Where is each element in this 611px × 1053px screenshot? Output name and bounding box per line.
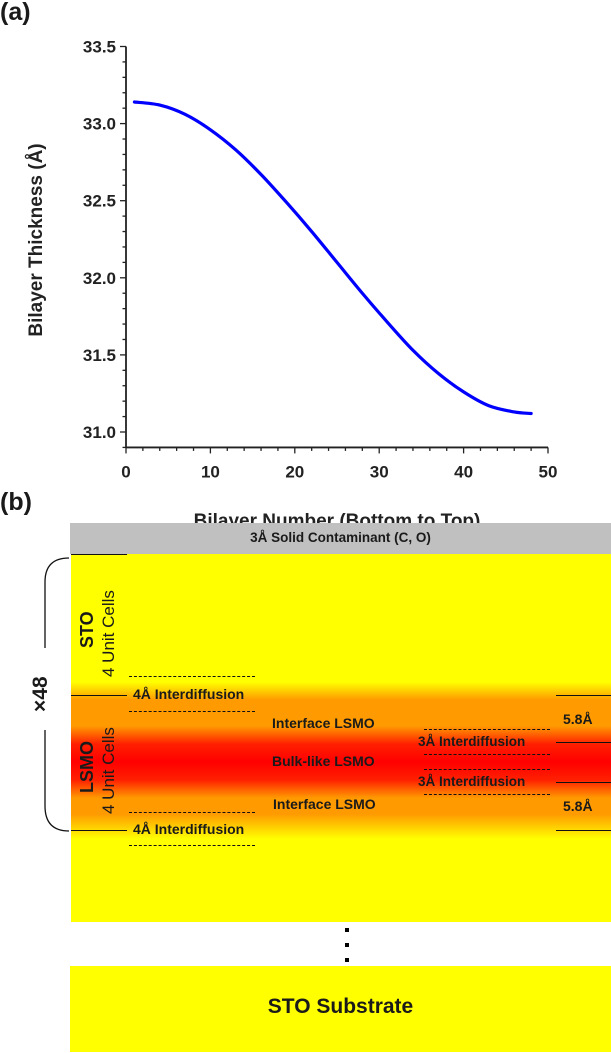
- dashed-line: [129, 812, 255, 813]
- boundary-line: [71, 830, 127, 831]
- dashed-line: [424, 794, 550, 795]
- inner-interdiffusion-top-label: 3Å Interdiffusion: [418, 734, 526, 749]
- series-line-bilayer-thickness: [132, 100, 533, 416]
- x-tick-label: 40: [454, 462, 473, 481]
- thickness-top-label: 5.8Å: [563, 711, 593, 727]
- panel-b-label: (b): [0, 488, 32, 516]
- interdiffusion-top-label: 4Å Interdiffusion: [133, 686, 245, 702]
- dashed-line: [129, 676, 255, 677]
- substrate-label: STO Substrate: [267, 995, 414, 1018]
- contaminant-layer: [70, 523, 611, 554]
- y-tick-label: 32.5: [83, 192, 116, 211]
- interface-lsmo-bottom-label: Interface LSMO: [273, 796, 376, 812]
- boundary-line: [71, 695, 127, 696]
- y-tick-label: 31.5: [83, 346, 116, 365]
- chart-axes: [120, 45, 549, 454]
- lsmo-layer-label: LSMO: [77, 741, 97, 793]
- repeat-count: ×48: [29, 676, 52, 712]
- inner-interdiffusion-bottom-label: 3Å Interdiffusion: [418, 774, 526, 789]
- dashed-line: [129, 711, 255, 712]
- y-tick-label: 33.0: [83, 115, 116, 134]
- y-tick-label: 32.0: [83, 269, 116, 288]
- interdiffusion-bottom-label: 4Å Interdiffusion: [133, 821, 245, 837]
- x-tick-label: 30: [370, 462, 389, 481]
- dashed-line: [424, 754, 550, 755]
- lsmo-unit-cells-label: 4 Unit Cells: [99, 727, 118, 814]
- dashed-line: [424, 769, 550, 770]
- y-axis-label: Bilayer Thickness (Å): [26, 143, 47, 336]
- x-tick-label: 20: [285, 462, 304, 481]
- sto-unit-cells-label: 4 Unit Cells: [99, 590, 118, 677]
- interface-lsmo-top-label: Interface LSMO: [272, 715, 375, 731]
- bilayer-stack: [71, 554, 611, 922]
- ellipsis-icon: [345, 928, 349, 962]
- sto-layer-label: STO: [77, 611, 97, 648]
- bulk-lsmo-label: Bulk-like LSMO: [272, 753, 375, 769]
- dashed-line: [129, 845, 255, 846]
- boundary-line: [556, 695, 611, 696]
- sto-substrate: [70, 966, 611, 1052]
- dashed-line: [424, 729, 550, 730]
- y-tick-label: 31.0: [83, 423, 116, 442]
- thickness-bottom-label: 5.8Å: [563, 798, 593, 814]
- repeat-bracket: [44, 557, 70, 832]
- boundary-line: [556, 742, 611, 743]
- boundary-line: [556, 830, 611, 831]
- x-tick-label: 0: [121, 462, 130, 481]
- contaminant-label: 3Å Solid Contaminant (C, O): [250, 530, 431, 545]
- panel-a-label: (a): [0, 0, 31, 26]
- tick-labels: 31.0 31.5 32.0 32.5 33.0 33.5 0 10 20 30 40 50: [83, 38, 558, 482]
- x-tick-label: 50: [539, 462, 558, 481]
- thickness-chart: 31.0 31.5 32.0 32.5 33.0 33.5 0 10 20 30 40 50 Bila…: [26, 38, 558, 533]
- boundary-line: [71, 554, 127, 555]
- x-tick-label: 10: [201, 462, 220, 481]
- boundary-line: [556, 782, 611, 783]
- y-tick-label: 33.5: [83, 38, 116, 57]
